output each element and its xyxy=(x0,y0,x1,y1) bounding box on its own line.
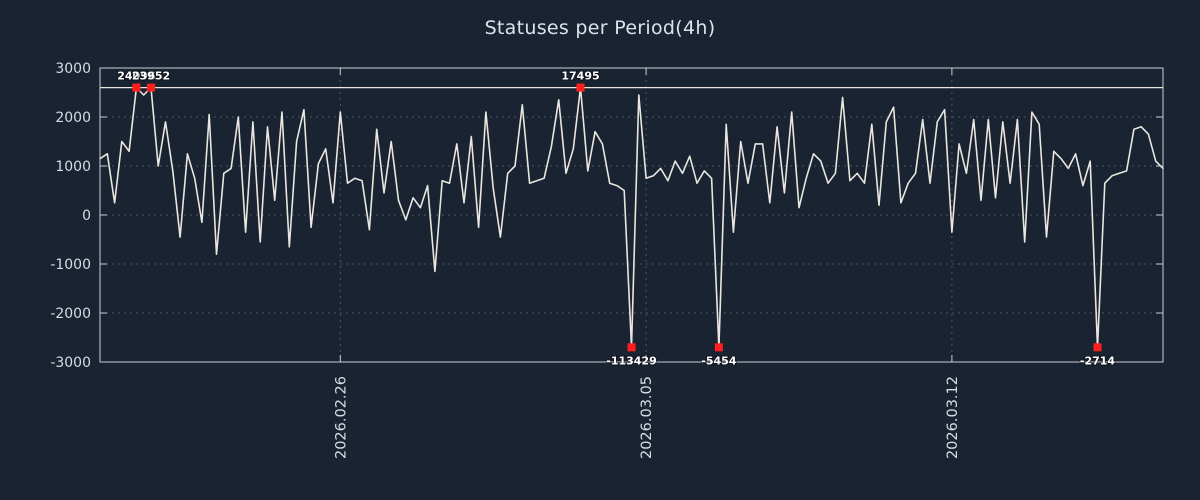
spike-marker xyxy=(147,83,155,92)
x-tick-label: 2026.03.12 xyxy=(945,376,961,459)
spike-marker xyxy=(576,83,585,92)
spike-value-label: 23952 xyxy=(132,70,170,83)
chart-title: Statuses per Period(4h) xyxy=(484,17,716,39)
spike-marker xyxy=(627,343,636,352)
spike-value-label: 24096 xyxy=(117,70,156,83)
spike-value-label: -5454 xyxy=(701,354,737,367)
spike-value-label: -2714 xyxy=(1080,354,1116,367)
spike-marker xyxy=(714,343,723,352)
spike-value-label: -113429 xyxy=(606,354,657,367)
x-tick-label: 2026.03.05 xyxy=(639,376,655,459)
spike-marker xyxy=(132,83,141,92)
y-tick-label: -3000 xyxy=(50,355,91,371)
y-tick-label: 2000 xyxy=(55,110,91,126)
spike-value-label: 17495 xyxy=(561,70,599,83)
y-tick-label: -2000 xyxy=(50,306,91,322)
y-tick-label: 0 xyxy=(82,208,91,224)
y-tick-label: -1000 xyxy=(50,257,91,273)
y-tick-label: 3000 xyxy=(55,61,91,77)
plot-border xyxy=(99,67,1164,363)
spike-marker xyxy=(1093,343,1102,352)
series-line xyxy=(99,86,1164,349)
y-tick-label: 1000 xyxy=(55,159,91,175)
x-tick-label: 2026.02.26 xyxy=(333,376,349,459)
